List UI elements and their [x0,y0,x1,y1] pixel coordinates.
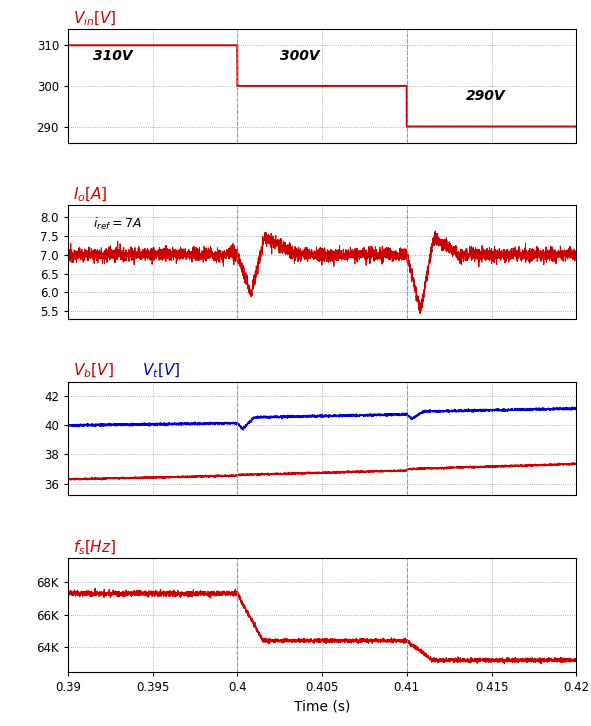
Text: $V_t[V]$: $V_t[V]$ [142,362,180,380]
Text: 290V: 290V [466,89,506,103]
Text: $i_{ref}=7A$: $i_{ref}=7A$ [93,216,142,232]
Text: $f_s[Hz]$: $f_s[Hz]$ [73,538,116,557]
Text: $V_{in}[V]$: $V_{in}[V]$ [73,9,117,28]
Text: 300V: 300V [280,49,319,62]
X-axis label: Time (s): Time (s) [294,699,350,713]
Text: $V_b[V]$: $V_b[V]$ [73,362,114,380]
Text: 310V: 310V [93,49,133,62]
Text: $I_o[A]$: $I_o[A]$ [73,186,108,204]
